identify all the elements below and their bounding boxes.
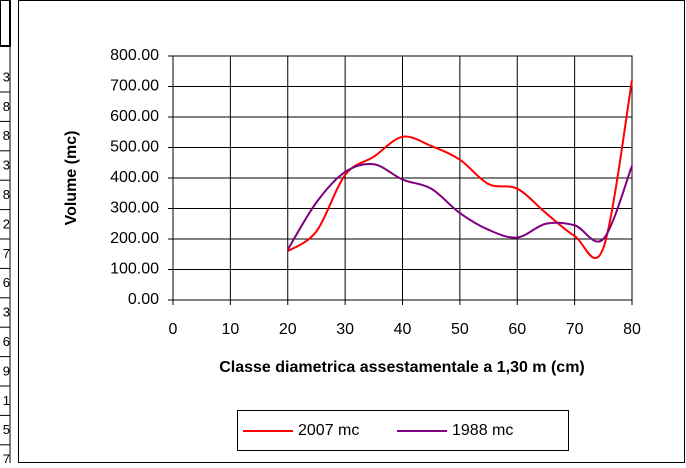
y-tick-label: 600.00 (110, 108, 159, 125)
clipped-cell (0, 0, 11, 47)
x-tick-label: 0 (169, 321, 178, 338)
clipped-cell-text: 5 (3, 422, 10, 437)
clipped-cell-text: 7 (3, 246, 10, 261)
legend-label: 1988 mc (452, 422, 513, 439)
clipped-cell-text: 6 (3, 275, 10, 290)
legend-label: 2007 mc (298, 422, 359, 439)
x-tick-label: 80 (623, 321, 641, 338)
clipped-cell-text: 2 (3, 216, 10, 231)
series-line (286, 162, 633, 251)
clipped-cell-text: 9 (3, 363, 10, 378)
clipped-cell-text: 7 (3, 452, 10, 463)
y-axis-label: Volume (mc) (63, 131, 80, 226)
clipped-cell-text: 3 (3, 158, 10, 173)
x-tick-label: 40 (394, 321, 412, 338)
x-tick-label: 60 (508, 321, 526, 338)
y-tick-label: 300.00 (110, 200, 159, 217)
clipped-cell-text: 3 (3, 69, 10, 84)
clipped-cell-text: 8 (3, 99, 10, 114)
x-tick-label: 70 (566, 321, 584, 338)
y-tick-label: 800.00 (110, 47, 159, 64)
y-tick-label: 0.00 (128, 291, 159, 308)
y-tick-label: 100.00 (110, 261, 159, 278)
clipped-cell-text: 8 (3, 128, 10, 143)
clipped-cell-text: 3 (3, 305, 10, 320)
x-tick-label: 10 (221, 321, 239, 338)
x-tick-label: 30 (336, 321, 354, 338)
series-line (287, 80, 633, 259)
y-tick-label: 500.00 (110, 139, 159, 156)
plot-border (172, 55, 633, 301)
y-tick-label: 200.00 (110, 230, 159, 247)
x-tick-label: 50 (451, 321, 469, 338)
y-tick-label: 400.00 (110, 169, 159, 186)
clipped-cell-text: 1 (3, 393, 10, 408)
clipped-cell-text: 8 (3, 187, 10, 202)
x-axis-label: Classe diametrica assestamentale a 1,30 … (219, 359, 585, 376)
clipped-cell-text: 6 (3, 334, 10, 349)
y-tick-label: 700.00 (110, 78, 159, 95)
x-tick-label: 20 (279, 321, 297, 338)
